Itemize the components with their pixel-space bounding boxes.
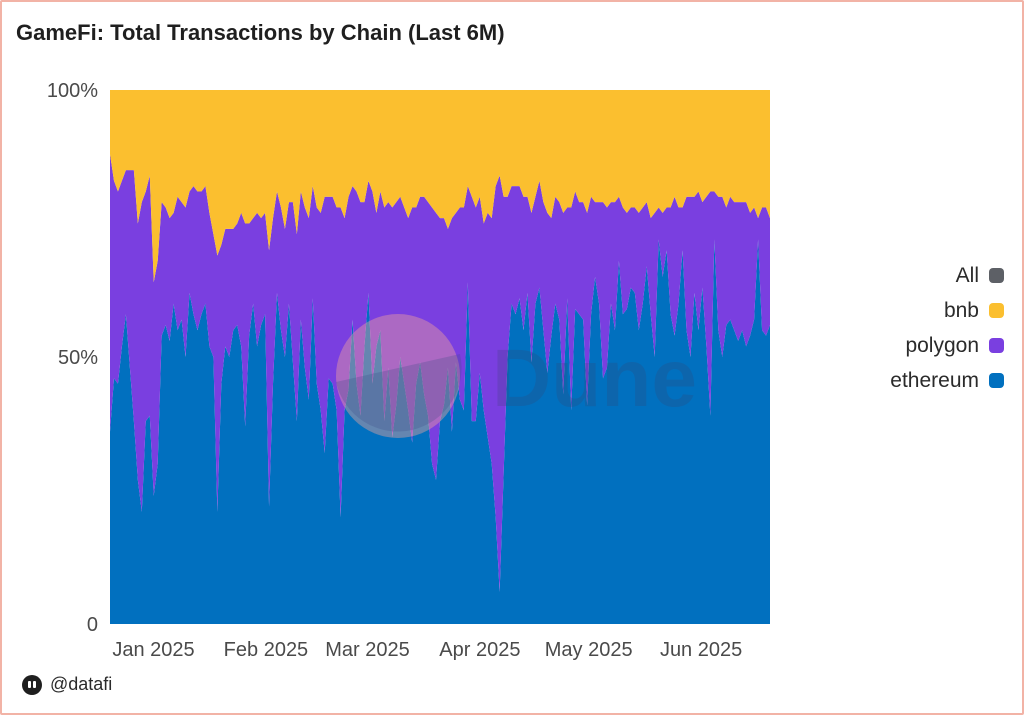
dune-watermark: Dune	[336, 314, 697, 438]
legend-label: bnb	[943, 298, 979, 322]
legend-item-bnb[interactable]: bnb	[944, 293, 1004, 328]
legend-swatch	[989, 338, 1004, 353]
y-tick-label: 100%	[47, 80, 98, 102]
attribution: @datafi	[22, 674, 112, 695]
watermark-logo-icon	[336, 314, 460, 438]
legend: All bnb polygon ethereum	[890, 258, 1004, 398]
watermark-logo-shade	[336, 354, 462, 432]
y-tick-label: 0	[87, 614, 98, 636]
legend-item-ethereum[interactable]: ethereum	[890, 363, 1004, 398]
legend-label: All	[955, 263, 979, 287]
x-tick-label: Jun 2025	[660, 639, 742, 661]
x-tick-label: Feb 2025	[224, 639, 309, 661]
series-areas	[110, 90, 770, 624]
legend-swatch	[989, 268, 1004, 283]
area-ethereum	[110, 239, 770, 624]
datafi-logo-icon	[22, 674, 42, 695]
x-tick-label: May 2025	[545, 639, 633, 661]
x-tick-label: Jan 2025	[112, 639, 194, 661]
x-tick-label: Apr 2025	[439, 639, 520, 661]
area-polygon	[110, 154, 770, 592]
legend-item-All[interactable]: All	[956, 258, 1004, 293]
legend-label: ethereum	[890, 368, 979, 392]
y-tick-label: 50%	[58, 347, 98, 369]
x-axis-ticks: Jan 2025 Feb 2025 Mar 2025 Apr 2025 May 2025…	[112, 639, 742, 661]
legend-swatch	[989, 373, 1004, 388]
attribution-handle: @datafi	[50, 674, 113, 694]
x-tick-label: Mar 2025	[325, 639, 410, 661]
chart-title: GameFi: Total Transactions by Chain (Las…	[16, 20, 505, 45]
legend-swatch	[989, 303, 1004, 318]
legend-label: polygon	[905, 333, 979, 357]
area-bnb	[110, 90, 770, 283]
watermark-text: Dune	[492, 333, 697, 424]
y-axis-ticks: 0 50% 100%	[47, 80, 98, 636]
legend-item-polygon[interactable]: polygon	[905, 328, 1004, 363]
